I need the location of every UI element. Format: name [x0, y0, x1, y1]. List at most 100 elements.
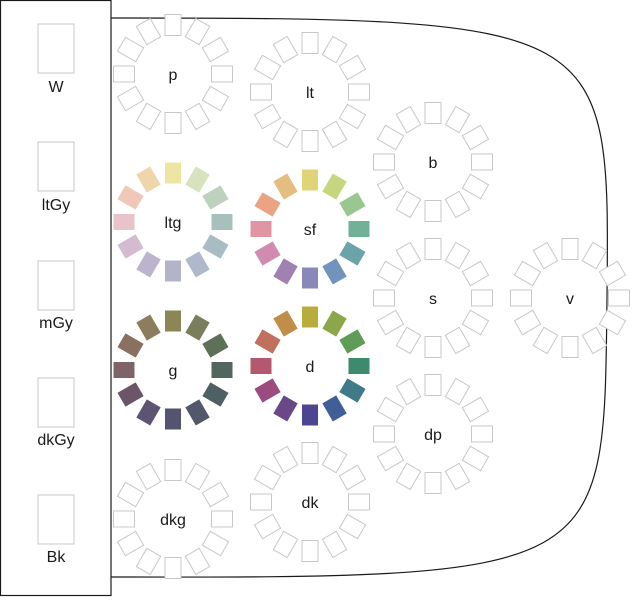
- hue-swatch: [113, 65, 135, 83]
- hue-swatch: [201, 530, 230, 557]
- hue-swatch: [376, 445, 405, 472]
- gray-swatch-box: [37, 377, 75, 428]
- hue-swatch: [202, 382, 229, 407]
- hue-swatch: [373, 289, 395, 307]
- gray-swatch-box: [37, 141, 75, 192]
- hue-swatch: [273, 173, 298, 200]
- hue-swatch: [253, 513, 282, 540]
- hue-swatch: [608, 289, 630, 307]
- gray-swatch-box: [37, 23, 75, 74]
- hue-swatch: [185, 314, 210, 341]
- hue-swatch: [201, 36, 230, 63]
- hue-swatch: [376, 260, 405, 287]
- tone-label: d: [306, 359, 315, 376]
- hue-swatch: [339, 241, 366, 266]
- hue-swatch: [301, 540, 319, 562]
- hue-swatch: [136, 314, 161, 341]
- hue-swatch: [376, 173, 405, 200]
- tone-label: dkg: [160, 512, 186, 529]
- hue-swatch: [117, 234, 144, 259]
- tone-label: sf: [304, 222, 317, 239]
- hue-swatch: [254, 241, 281, 266]
- hue-swatch: [113, 510, 135, 528]
- tone-wheel-p: p: [113, 14, 233, 134]
- hue-swatch: [444, 462, 471, 491]
- hue-swatch: [395, 241, 422, 270]
- hue-swatch: [338, 54, 367, 81]
- hue-swatch: [348, 83, 370, 101]
- hue-swatch: [253, 54, 282, 81]
- hue-swatch: [117, 333, 144, 358]
- hue-swatch: [117, 382, 144, 407]
- hue-swatch: [250, 221, 272, 237]
- tone-label: dk: [302, 495, 320, 512]
- hue-swatch: [184, 17, 211, 46]
- tone-wheel-b: b: [373, 102, 493, 222]
- hue-swatch: [348, 493, 370, 511]
- tone-label: s: [429, 291, 437, 308]
- hue-swatch: [136, 251, 161, 278]
- hue-swatch: [253, 103, 282, 130]
- hue-swatch: [471, 425, 493, 443]
- hue-swatch: [513, 260, 542, 287]
- hue-swatch: [135, 17, 162, 46]
- tone-region-outline: [110, 17, 609, 578]
- tone-label: ltg: [165, 215, 182, 232]
- hue-swatch: [532, 326, 559, 355]
- hue-swatch: [211, 510, 233, 528]
- hue-swatch: [301, 32, 319, 54]
- gray-swatch-label: W: [48, 79, 64, 96]
- tone-label: v: [566, 291, 574, 308]
- hue-swatch: [461, 309, 490, 336]
- gray-swatch-dkGy: dkGy: [37, 377, 75, 449]
- tone-wheel-dp: dp: [373, 374, 493, 494]
- hue-swatch: [513, 309, 542, 336]
- hue-swatch: [250, 358, 272, 374]
- gray-swatch-label: ltGy: [42, 197, 70, 214]
- tone-label: g: [169, 363, 178, 380]
- hue-swatch: [202, 234, 229, 259]
- hue-swatch: [461, 445, 490, 472]
- hue-swatch: [395, 326, 422, 355]
- hue-swatch: [116, 85, 145, 112]
- hue-swatch: [424, 472, 442, 494]
- hue-swatch: [376, 309, 405, 336]
- hue-swatch: [376, 124, 405, 151]
- hue-swatch: [376, 396, 405, 423]
- tone-wheel-ltg: ltg: [113, 162, 233, 282]
- hue-swatch: [202, 185, 229, 210]
- hue-swatch: [348, 358, 370, 374]
- hue-swatch: [581, 326, 608, 355]
- hue-swatch: [201, 481, 230, 508]
- hue-swatch: [373, 425, 395, 443]
- hue-swatch: [424, 102, 442, 124]
- tone-wheel-s: s: [373, 238, 493, 358]
- hue-swatch: [424, 336, 442, 358]
- hue-swatch: [561, 238, 579, 260]
- hue-swatch: [273, 310, 298, 337]
- hue-swatch: [321, 530, 348, 559]
- hue-swatch: [302, 306, 318, 328]
- hue-swatch: [444, 326, 471, 355]
- hue-swatch: [254, 378, 281, 403]
- hue-swatch: [424, 200, 442, 222]
- hue-swatch: [253, 464, 282, 491]
- gray-swatch-W: W: [37, 23, 75, 96]
- hue-swatch: [339, 192, 366, 217]
- hue-swatch: [116, 36, 145, 63]
- hue-swatch: [185, 166, 210, 193]
- tone-label: b: [429, 155, 438, 172]
- hue-swatch: [302, 267, 318, 289]
- hue-swatch: [322, 173, 347, 200]
- hue-swatch: [211, 362, 233, 378]
- hue-swatch: [202, 333, 229, 358]
- hue-swatch: [532, 241, 559, 270]
- tone-wheel-lt: lt: [250, 32, 370, 152]
- tone-wheel-sf: sf: [250, 169, 370, 289]
- hue-swatch: [165, 310, 181, 332]
- hue-swatch: [254, 329, 281, 354]
- hue-swatch: [373, 153, 395, 171]
- hue-swatch: [136, 166, 161, 193]
- hue-swatch: [185, 399, 210, 426]
